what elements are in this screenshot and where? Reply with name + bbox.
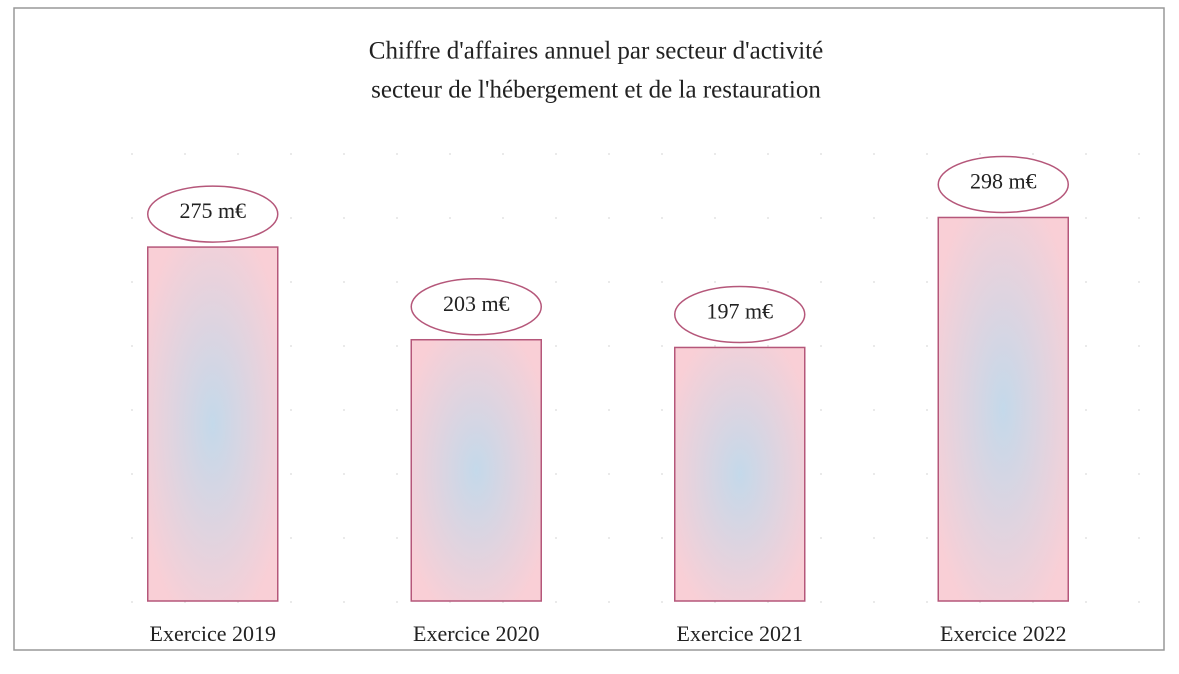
value-label-ellipse	[937, 155, 1069, 214]
value-label: 275 m€	[179, 198, 246, 223]
x-tick-label: Exercice 2022	[940, 621, 1066, 646]
chart-title: Chiffre d'affaires annuel par secteur d'…	[369, 38, 823, 65]
value-label: 298 m€	[970, 169, 1037, 194]
value-label-ellipse	[410, 277, 542, 336]
bar	[147, 246, 279, 602]
x-tick-label: Exercice 2021	[677, 621, 803, 646]
chart-subtitle: secteur de l'hébergement et de la restau…	[371, 77, 821, 104]
value-label: 197 m€	[706, 299, 773, 324]
bar	[937, 216, 1069, 602]
x-tick-label: Exercice 2020	[413, 621, 539, 646]
bar	[674, 346, 806, 602]
value-label-ellipse	[674, 285, 806, 344]
x-tick-label: Exercice 2019	[150, 621, 276, 646]
value-label: 203 m€	[443, 291, 510, 316]
value-label-ellipse	[147, 185, 279, 243]
bar	[410, 338, 542, 602]
